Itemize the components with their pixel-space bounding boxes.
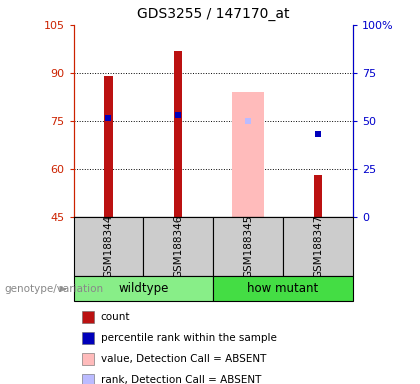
Text: rank, Detection Call = ABSENT: rank, Detection Call = ABSENT [101,375,261,384]
Bar [74,276,213,301]
Text: count: count [101,312,130,322]
Bar [143,217,213,276]
Bar [283,217,353,276]
Title: GDS3255 / 147170_at: GDS3255 / 147170_at [137,7,289,21]
Text: GSM188344: GSM188344 [103,215,113,278]
Text: GSM188346: GSM188346 [173,215,183,278]
Bar [213,276,353,301]
Bar [314,175,322,217]
Bar [74,217,143,276]
Text: percentile rank within the sample: percentile rank within the sample [101,333,277,343]
Text: GSM188347: GSM188347 [313,215,323,278]
Text: GSM188345: GSM188345 [243,215,253,278]
Text: wildtype: wildtype [118,283,168,295]
Text: genotype/variation: genotype/variation [4,284,103,294]
Bar [104,76,113,217]
Bar [174,51,182,217]
Text: how mutant: how mutant [247,283,319,295]
Bar [213,217,283,276]
Bar [232,92,264,217]
Text: value, Detection Call = ABSENT: value, Detection Call = ABSENT [101,354,266,364]
